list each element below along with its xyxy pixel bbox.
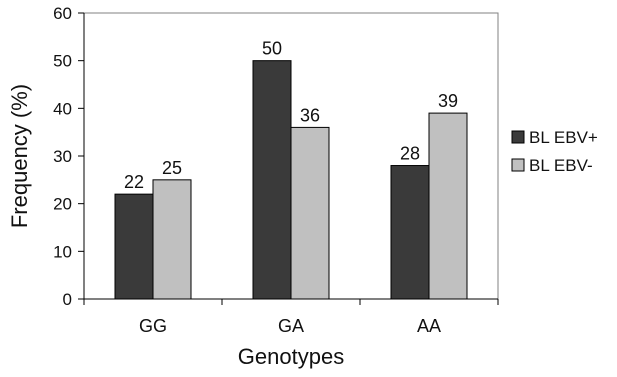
bar-aa-series-2 xyxy=(428,112,468,300)
y-tick-label: 50 xyxy=(53,52,72,71)
legend: BL EBV+ BL EBV- xyxy=(511,128,598,175)
data-label: 36 xyxy=(300,105,320,125)
bar-aa-series-1 xyxy=(390,165,430,300)
bar-gg-series-1 xyxy=(114,193,154,300)
y-tick-label: 20 xyxy=(53,195,72,214)
data-label: 28 xyxy=(400,144,420,164)
data-label: 39 xyxy=(438,91,458,111)
y-tick-label: 30 xyxy=(53,147,72,166)
bar-ga-series-2 xyxy=(290,126,330,300)
x-axis-title: Genotypes xyxy=(238,344,344,369)
x-tick-label: GA xyxy=(278,316,304,336)
x-tick-label: AA xyxy=(417,316,441,336)
bars: 22 25 50 36 28 39 xyxy=(114,39,468,300)
y-axis-ticks: 0 10 20 30 40 50 60 xyxy=(53,4,84,309)
y-tick-label: 60 xyxy=(53,4,72,23)
data-label: 22 xyxy=(124,172,144,192)
x-axis-labels: GG GA AA xyxy=(83,299,499,336)
bar-ga-series-1 xyxy=(252,60,292,300)
legend-label: BL EBV+ xyxy=(529,128,598,147)
legend-label: BL EBV- xyxy=(529,156,593,175)
bar-gg-series-2 xyxy=(152,179,192,300)
y-axis-title: Frequency (%) xyxy=(7,84,32,228)
legend-swatch xyxy=(511,130,525,144)
x-tick-label: GG xyxy=(139,316,167,336)
legend-swatch xyxy=(511,158,525,172)
data-label: 50 xyxy=(262,39,282,59)
y-tick-label: 40 xyxy=(53,99,72,118)
y-tick-label: 0 xyxy=(63,290,72,309)
y-tick-label: 10 xyxy=(53,242,72,261)
data-label: 25 xyxy=(162,158,182,178)
